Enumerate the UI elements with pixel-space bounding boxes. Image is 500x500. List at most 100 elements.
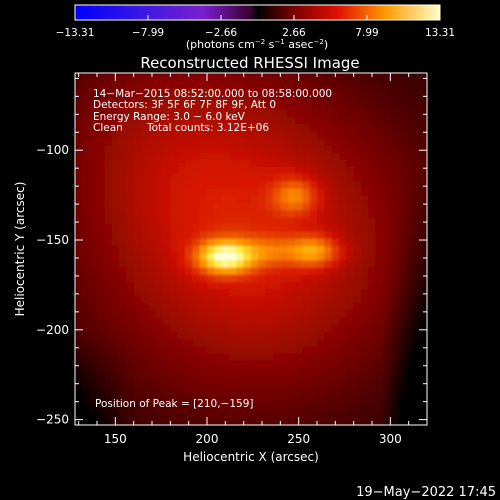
heatmap-cell: [317, 310, 325, 318]
heatmap-cell: [258, 317, 267, 326]
heatmap-cell: [163, 180, 171, 189]
heatmap-cell: [185, 180, 193, 189]
heatmap-cell: [229, 288, 237, 297]
heatmap-cell: [207, 288, 215, 297]
heatmap-cell: [280, 389, 289, 397]
heatmap-cell: [214, 216, 223, 225]
heatmap-cell: [97, 108, 105, 117]
heatmap-cell: [75, 101, 83, 110]
heatmap-cell: [383, 317, 391, 326]
total-counts-text: Total counts: 3.12E+06: [146, 122, 269, 134]
heatmap-cell: [75, 331, 83, 340]
heatmap-cell: [331, 295, 340, 304]
heatmap-cell: [353, 101, 362, 110]
heatmap-cell: [361, 259, 369, 268]
heatmap-cell: [339, 144, 347, 153]
heatmap-cell: [412, 396, 421, 405]
heatmap-cell: [280, 123, 289, 132]
heatmap-cell: [133, 281, 142, 290]
heatmap-cell: [397, 310, 406, 318]
heatmap-cell: [258, 166, 267, 175]
heatmap-cell: [295, 166, 303, 175]
colorbar: −13.31 −7.99 −2.66 2.66 7.99 13.31 (photons c…: [56, 4, 455, 51]
heatmap-cell: [192, 187, 201, 196]
heatmap-cell: [419, 223, 427, 232]
heatmap-cell: [214, 144, 223, 153]
heatmap-cell: [199, 353, 208, 361]
heatmap-cell: [141, 367, 149, 376]
heatmap-cell: [133, 80, 142, 88]
heatmap-cell: [295, 144, 303, 153]
heatmap-cell: [265, 360, 274, 369]
heatmap-cell: [126, 108, 135, 117]
heatmap-cell: [273, 152, 281, 160]
heatmap-cell: [97, 345, 105, 354]
time-range-text: 14−Mar−2015 08:52:00.000 to 08:58:00.000: [93, 88, 332, 100]
heatmap-cell: [185, 302, 193, 311]
heatmap-cell: [361, 281, 369, 290]
heatmap-cell: [346, 396, 355, 405]
heatmap-cell: [353, 144, 362, 153]
heatmap-cell: [412, 302, 421, 311]
heatmap-cell: [111, 396, 120, 405]
heatmap-cell: [207, 137, 215, 146]
heatmap-cell: [236, 87, 245, 96]
heatmap-cell: [111, 353, 120, 361]
heatmap-cell: [111, 302, 120, 311]
heatmap-cell: [324, 101, 333, 110]
heatmap-cell: [405, 403, 413, 412]
heatmap-cell: [317, 202, 325, 211]
heatmap-cell: [75, 338, 83, 347]
heatmap-cell: [280, 180, 289, 189]
heatmap-cell: [236, 80, 245, 88]
heatmap-cell: [199, 94, 208, 103]
heatmap-cell: [265, 180, 274, 189]
heatmap-cell: [346, 137, 355, 146]
heatmap-cell: [111, 101, 120, 110]
heatmap-cell: [280, 73, 289, 81]
heatmap-cell: [265, 367, 274, 376]
heatmap-cell: [383, 94, 391, 103]
heatmap-cell: [207, 353, 215, 361]
heatmap-cell: [119, 317, 127, 326]
heatmap-cell: [119, 389, 127, 397]
heatmap-cell: [302, 266, 311, 275]
heatmap-cell: [383, 180, 391, 189]
heatmap-cell: [368, 101, 377, 110]
heatmap-cell: [383, 116, 391, 124]
heatmap-cell: [331, 202, 340, 211]
heatmap-cell: [163, 231, 171, 239]
heatmap-cell: [75, 223, 83, 232]
heatmap-cell: [273, 310, 281, 318]
heatmap-cell: [419, 173, 427, 182]
heatmap-cell: [163, 94, 171, 103]
heatmap-cell: [324, 73, 333, 81]
heatmap-cell: [192, 389, 201, 397]
heatmap-cell: [119, 252, 127, 261]
heatmap-cell: [280, 345, 289, 354]
heatmap-cell: [111, 108, 120, 117]
heatmap-cell: [207, 317, 215, 326]
heatmap-cell: [302, 209, 311, 218]
heatmap-cell: [346, 180, 355, 189]
heatmap-cell: [141, 173, 149, 182]
heatmap-cell: [177, 116, 186, 124]
heatmap-cell: [397, 101, 406, 110]
heatmap-cell: [214, 302, 223, 311]
heatmap-cell: [82, 331, 91, 340]
heatmap-cell: [229, 410, 237, 419]
heatmap-cell: [375, 245, 384, 254]
heatmap-cell: [119, 80, 127, 88]
heatmap-cell: [353, 187, 362, 196]
heatmap-cell: [390, 123, 399, 132]
heatmap-cell: [258, 223, 267, 232]
heatmap-cell: [265, 202, 274, 211]
heatmap-cell: [331, 209, 340, 218]
heatmap-cell: [133, 159, 142, 167]
heatmap-cell: [207, 310, 215, 318]
heatmap-cell: [214, 403, 223, 412]
heatmap-cell: [243, 101, 252, 110]
heatmap-cell: [243, 202, 252, 211]
heatmap-cell: [251, 180, 259, 189]
heatmap-cell: [229, 310, 237, 318]
